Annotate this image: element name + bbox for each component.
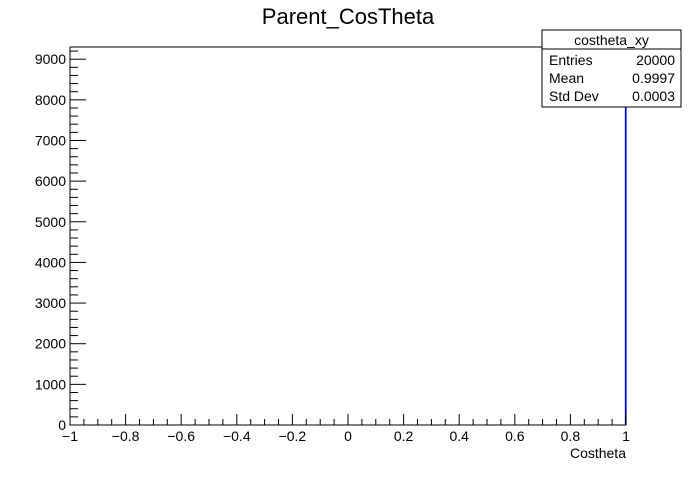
y-tick-label: 2000 (35, 336, 66, 352)
y-tick-label: 7000 (35, 132, 66, 148)
x-tick-label: 0.2 (394, 428, 414, 444)
x-tick-label: −0.6 (167, 428, 195, 444)
x-tick-label: 1 (622, 428, 630, 444)
stats-stddev-label: Std Dev (549, 88, 599, 104)
x-tick-label: 0.8 (561, 428, 581, 444)
y-tick-label: 3000 (35, 295, 66, 311)
y-tick-label: 9000 (35, 51, 66, 67)
y-tick-label: 8000 (35, 92, 66, 108)
stats-box: costheta_xy Entries 20000 Mean 0.9997 St… (541, 29, 682, 108)
stats-entries-value: 20000 (636, 52, 675, 68)
chart-title: Parent_CosTheta (262, 4, 435, 29)
x-axis-label: Costheta (570, 445, 626, 461)
x-tick-label: −0.4 (223, 428, 251, 444)
x-tick-label: −0.8 (112, 428, 140, 444)
x-tick-label: −1 (62, 428, 78, 444)
y-tick-label: 6000 (35, 173, 66, 189)
x-tick-label: −0.2 (279, 428, 307, 444)
plot-area: −1 −0.8 −0.6 −0.4 −0.2 0 0.2 0.4 0.6 0.8 1 0 1000 200… (35, 46, 630, 444)
stats-entries-label: Entries (549, 52, 593, 68)
x-tick-label: 0.6 (505, 428, 525, 444)
y-tick-label: 0 (58, 417, 66, 433)
stats-stddev-value: 0.0003 (632, 88, 675, 104)
y-tick-label: 5000 (35, 214, 66, 230)
y-tick-label: 4000 (35, 254, 66, 270)
stats-mean-label: Mean (549, 70, 584, 86)
x-tick-label: 0.4 (449, 428, 469, 444)
stats-box-title: costheta_xy (574, 32, 649, 48)
x-tick-label: 0 (344, 428, 352, 444)
stats-mean-value: 0.9997 (632, 70, 675, 86)
y-tick-label: 1000 (35, 376, 66, 392)
